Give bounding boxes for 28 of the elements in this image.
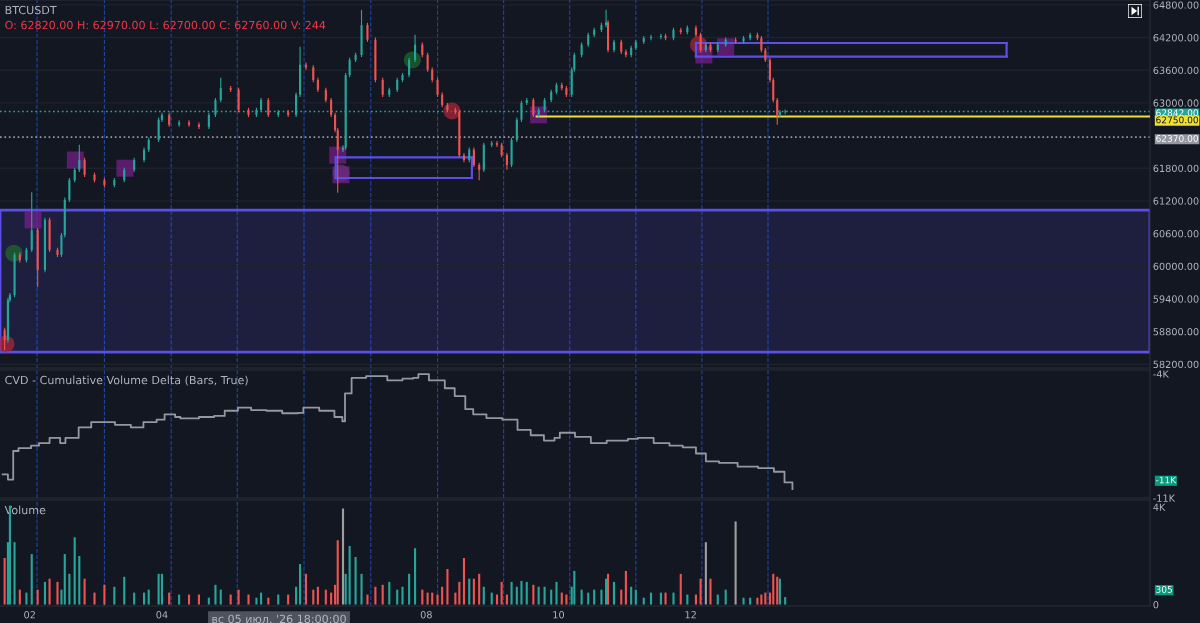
- data-label: 62750.00: [1156, 116, 1199, 124]
- chart-title: CVD - Cumulative Volume Delta (Bars, True): [5, 375, 248, 386]
- y-tick-label: 60600.00: [1153, 230, 1199, 238]
- x-tick-label: 08: [420, 611, 432, 619]
- y-tick-label: 58800.00: [1153, 328, 1199, 336]
- y-tick-label: 64200.00: [1153, 34, 1199, 42]
- y-tick-label: -4K: [1153, 370, 1170, 378]
- text: вс 05 июл. '26 18:00:00: [212, 614, 346, 623]
- y-tick-label: 61200.00: [1153, 197, 1199, 205]
- ref-line-label: 62842.00: [1156, 109, 1199, 117]
- text: O: 62820.00 H: 62970.00 L: 62700.00 C: 62760.00 V: 244: [5, 20, 326, 30]
- ref-line-label: 62370.00: [1156, 135, 1199, 142]
- y-tick-label: -11K: [1153, 494, 1176, 502]
- y-tick-label: 61800.00: [1153, 164, 1199, 173]
- text: 305: [1156, 585, 1172, 593]
- y-tick-label: 63000.00: [1153, 99, 1199, 107]
- y-tick-label: 59400.00: [1153, 295, 1199, 303]
- y-tick-label: 63600.00: [1153, 66, 1199, 75]
- y-tick-label: 0: [1153, 601, 1159, 609]
- y-tick-label: 58200.00: [1153, 360, 1199, 369]
- x-tick-label: 10: [553, 611, 565, 619]
- y-tick-label: 64800.00: [1153, 1, 1199, 9]
- x-tick-label: 12: [685, 611, 696, 619]
- y-tick-label: 4K: [1153, 503, 1166, 511]
- x-tick-label: 02: [24, 611, 35, 619]
- y-tick-label: 60000.00: [1153, 262, 1199, 271]
- x-tick-label: 04: [156, 611, 168, 619]
- chart-title: BTCUSDT: [5, 5, 57, 15]
